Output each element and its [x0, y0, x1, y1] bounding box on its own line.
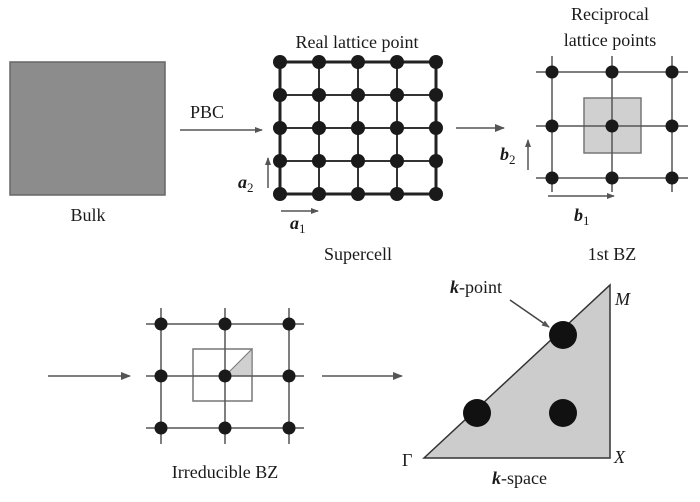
k-point-dot-top [549, 321, 577, 349]
lattice-node [429, 88, 443, 102]
k-point-dot-right [549, 399, 577, 427]
kspace-triangle [422, 283, 611, 459]
reciprocal-label-line2: lattice points [564, 30, 656, 50]
lattice-node [429, 154, 443, 168]
lattice-node [282, 369, 296, 383]
lattice-node [282, 421, 296, 435]
reciprocal-node [545, 171, 559, 185]
first-bz-label: 1st BZ [588, 244, 637, 264]
lattice-node [429, 55, 443, 69]
lattice-node [351, 187, 365, 201]
lattice-node [273, 154, 287, 168]
lattice-node [218, 369, 232, 383]
lattice-node [273, 121, 287, 135]
lattice-node [273, 187, 287, 201]
irreducible-bz-label: Irreducible BZ [172, 462, 278, 482]
lattice-node [218, 317, 232, 331]
a2-label: a2 [238, 172, 254, 195]
reciprocal-lattice [536, 56, 688, 192]
lattice-node [282, 317, 296, 331]
lattice-node [390, 55, 404, 69]
reciprocal-node [605, 65, 619, 79]
m-label: M [614, 289, 631, 309]
supercell-lattice [273, 55, 443, 201]
reciprocal-label-line1: Reciprocal [571, 4, 649, 24]
a1-label: a1 [290, 213, 306, 236]
irreducible-lattice [146, 308, 304, 444]
reciprocal-node [605, 171, 619, 185]
real-lattice-label: Real lattice point [296, 32, 419, 52]
lattice-node [312, 121, 326, 135]
lattice-node [312, 154, 326, 168]
lattice-node [154, 421, 168, 435]
lattice-node [312, 187, 326, 201]
lattice-node [429, 187, 443, 201]
lattice-node [429, 121, 443, 135]
k-space-label: k-space [492, 468, 547, 488]
lattice-node [351, 121, 365, 135]
lattice-node [390, 121, 404, 135]
b1-label: b1 [574, 205, 590, 228]
lattice-node [390, 88, 404, 102]
reciprocal-node [545, 65, 559, 79]
bulk-label: Bulk [70, 205, 105, 225]
lattice-node [273, 88, 287, 102]
reciprocal-node [605, 119, 619, 133]
k-point-label: k-point [450, 277, 502, 297]
lattice-node [390, 154, 404, 168]
gamma-label: Γ [402, 450, 412, 470]
lattice-node [273, 55, 287, 69]
lattice-node [351, 88, 365, 102]
lattice-node [390, 187, 404, 201]
supercell-label: Supercell [324, 244, 392, 264]
lattice-node [154, 317, 168, 331]
b2-label: b2 [500, 144, 516, 167]
k-point-pointer-arrow [509, 299, 550, 328]
lattice-node [312, 88, 326, 102]
reciprocal-node [665, 65, 679, 79]
lattice-node [351, 154, 365, 168]
lattice-node [154, 369, 168, 383]
k-point-dot-left [463, 399, 491, 427]
lattice-node [218, 421, 232, 435]
lattice-node [351, 55, 365, 69]
pbc-label: PBC [190, 102, 224, 122]
reciprocal-node [545, 119, 559, 133]
bulk-square [9, 61, 166, 196]
x-label: X [613, 447, 626, 467]
reciprocal-node [665, 119, 679, 133]
reciprocal-node [665, 171, 679, 185]
lattice-node [312, 55, 326, 69]
